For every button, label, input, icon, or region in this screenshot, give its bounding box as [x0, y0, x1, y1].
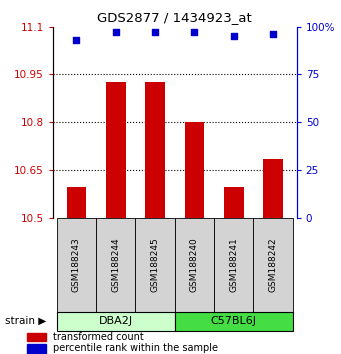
Bar — [224, 187, 243, 218]
Bar — [135, 218, 175, 312]
Bar — [214, 218, 253, 312]
Text: GSM188244: GSM188244 — [111, 237, 120, 292]
Bar — [175, 312, 293, 331]
Point — [231, 33, 236, 39]
Bar — [57, 312, 175, 331]
Point — [74, 37, 79, 43]
Bar — [263, 159, 283, 218]
Text: GSM188243: GSM188243 — [72, 237, 81, 292]
Text: GSM188245: GSM188245 — [151, 237, 160, 292]
Bar — [57, 218, 96, 312]
Bar — [184, 122, 204, 218]
Bar — [27, 344, 46, 353]
Bar — [253, 218, 293, 312]
Text: GSM188240: GSM188240 — [190, 237, 199, 292]
Text: percentile rank within the sample: percentile rank within the sample — [53, 343, 218, 354]
Bar — [27, 333, 46, 341]
Point — [192, 29, 197, 35]
Text: transformed count: transformed count — [53, 332, 144, 342]
Bar — [175, 218, 214, 312]
Point — [152, 29, 158, 35]
Bar — [96, 218, 135, 312]
Bar — [66, 187, 86, 218]
Text: DBA2J: DBA2J — [99, 316, 133, 326]
Point — [113, 29, 119, 35]
Title: GDS2877 / 1434923_at: GDS2877 / 1434923_at — [98, 11, 252, 24]
Text: C57BL6J: C57BL6J — [211, 316, 257, 326]
Bar — [106, 82, 125, 218]
Text: GSM188242: GSM188242 — [269, 237, 278, 292]
Text: GSM188241: GSM188241 — [229, 237, 238, 292]
Bar — [145, 82, 165, 218]
Text: strain ▶: strain ▶ — [5, 316, 46, 326]
Point — [270, 32, 276, 37]
